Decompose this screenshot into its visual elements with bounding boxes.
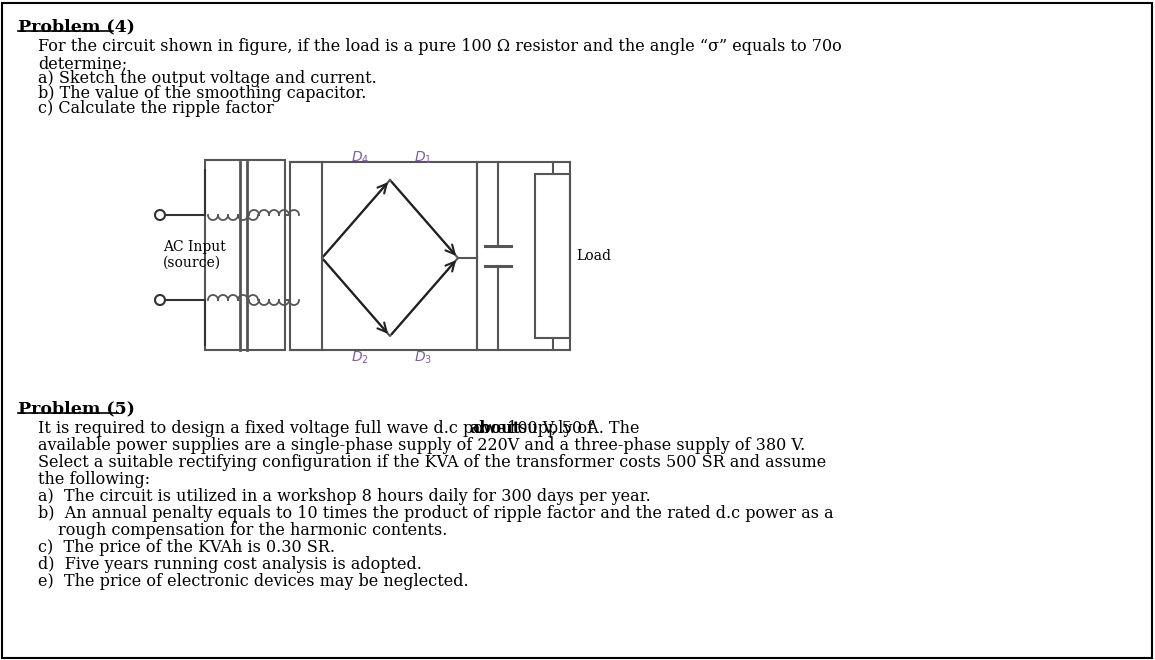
Text: Problem (5): Problem (5) — [18, 400, 135, 417]
Text: a)  The circuit is utilized in a workshop 8 hours daily for 300 days per year.: a) The circuit is utilized in a workshop… — [38, 488, 650, 505]
Text: b)  An annual penalty equals to 10 times the product of ripple factor and the ra: b) An annual penalty equals to 10 times … — [38, 505, 834, 522]
Bar — [290, 162, 477, 350]
Text: $D_1$: $D_1$ — [413, 150, 432, 166]
Text: It is required to design a fixed voltage full wave d.c power supply of: It is required to design a fixed voltage… — [38, 420, 598, 437]
Text: (source): (source) — [163, 256, 221, 270]
Text: c) Calculate the ripple factor: c) Calculate the ripple factor — [38, 100, 274, 117]
Bar — [204, 160, 285, 350]
Text: about: about — [470, 420, 521, 437]
Text: $D_2$: $D_2$ — [351, 350, 368, 366]
Text: c)  The price of the KVAh is 0.30 SR.: c) The price of the KVAh is 0.30 SR. — [38, 539, 335, 556]
Text: rough compensation for the harmonic contents.: rough compensation for the harmonic cont… — [58, 522, 447, 539]
Text: Problem (4): Problem (4) — [18, 18, 135, 35]
Text: available power supplies are a single-phase supply of 220V and a three-phase sup: available power supplies are a single-ph… — [38, 437, 805, 454]
Text: d)  Five years running cost analysis is adopted.: d) Five years running cost analysis is a… — [38, 556, 422, 573]
Text: AC Input: AC Input — [163, 240, 225, 254]
Text: a) Sketch the output voltage and current.: a) Sketch the output voltage and current… — [38, 70, 377, 87]
Text: e)  The price of electronic devices may be neglected.: e) The price of electronic devices may b… — [38, 573, 469, 590]
Text: $D_4$: $D_4$ — [351, 150, 370, 166]
Text: determine;: determine; — [38, 55, 127, 72]
Text: 100 V, 50 A. The: 100 V, 50 A. The — [502, 420, 640, 437]
Text: the following:: the following: — [38, 471, 150, 488]
Text: b) The value of the smoothing capacitor.: b) The value of the smoothing capacitor. — [38, 85, 366, 102]
Text: $D_3$: $D_3$ — [413, 350, 432, 366]
Text: Load: Load — [576, 249, 611, 263]
Text: For the circuit shown in figure, if the load is a pure 100 Ω resistor and the an: For the circuit shown in figure, if the … — [38, 38, 842, 55]
Text: Select a suitable rectifying configuration if the KVA of the transformer costs 5: Select a suitable rectifying configurati… — [38, 454, 826, 471]
Bar — [535, 174, 571, 338]
